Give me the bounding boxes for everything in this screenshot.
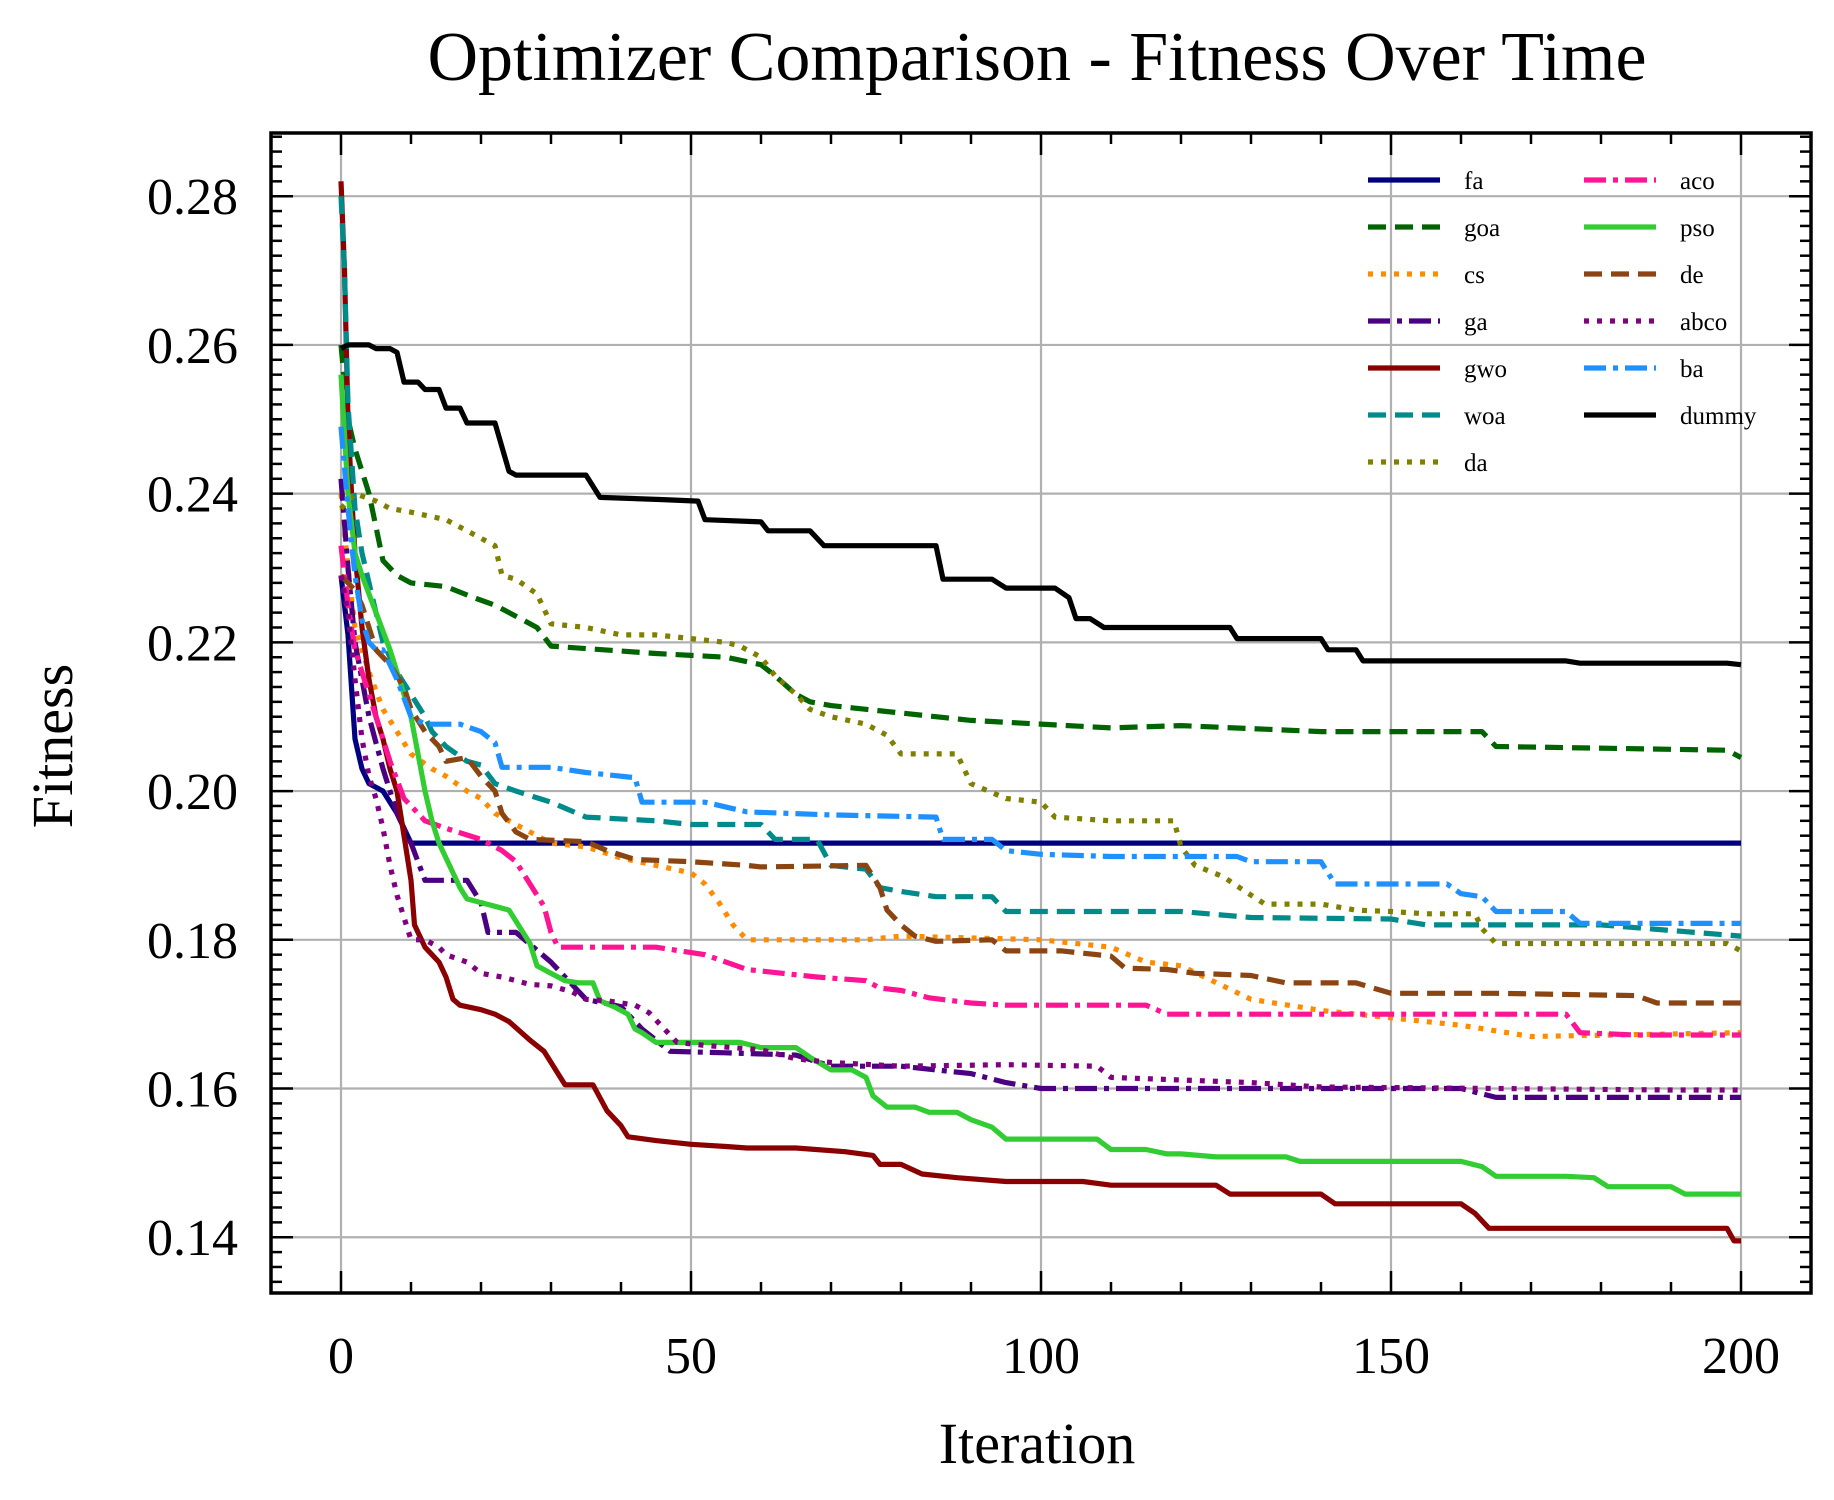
tick-labels: 0 50 100 150 200 0.14 0.16 0.18 0.20 0.22 0.24 0.26… xyxy=(147,169,1780,1385)
x-tick-label: 50 xyxy=(665,1328,717,1385)
series-line-cs xyxy=(338,493,1742,1040)
series-line-da xyxy=(339,491,1743,954)
series-line-aco xyxy=(338,545,1741,1038)
legend-label-ba: ba xyxy=(1680,356,1704,383)
axis-ticks xyxy=(269,133,1813,1293)
x-tick-label: 0 xyxy=(328,1328,354,1385)
series-line-woa xyxy=(338,196,1742,939)
y-tick-label: 0.24 xyxy=(147,467,238,524)
series-line-de xyxy=(339,573,1741,1006)
chart-title: Optimizer Comparison - Fitness Over Time xyxy=(427,19,1646,96)
legend-label-aco: aco xyxy=(1680,168,1715,195)
y-tick-label: 0.18 xyxy=(147,913,238,970)
legend-label-da: da xyxy=(1464,450,1488,477)
y-tick-label: 0.16 xyxy=(147,1062,238,1119)
series-line-pso xyxy=(338,374,1741,1197)
series-lines xyxy=(338,181,1743,1244)
legend-label-pso: pso xyxy=(1680,215,1715,242)
y-tick-label: 0.26 xyxy=(147,318,238,375)
series-line-goa xyxy=(338,344,1743,760)
legend-label-abco: abco xyxy=(1680,309,1727,336)
y-tick-label: 0.28 xyxy=(147,169,238,226)
x-tick-label: 200 xyxy=(1702,1328,1780,1385)
legend-label-gwo: gwo xyxy=(1464,356,1507,383)
series-line-abco xyxy=(338,574,1741,1093)
legend-label-ga: ga xyxy=(1464,309,1488,336)
y-tick-label: 0.14 xyxy=(147,1210,238,1267)
legend-label-woa: woa xyxy=(1464,403,1506,430)
series-line-ba xyxy=(338,426,1741,926)
series-line-dummy xyxy=(339,342,1742,668)
y-axis-label: Fitness xyxy=(20,664,85,828)
y-tick-label: 0.20 xyxy=(147,764,238,821)
y-tick-label: 0.22 xyxy=(147,615,238,672)
x-tick-label: 150 xyxy=(1352,1328,1430,1385)
grid xyxy=(271,133,1811,1293)
legend-label-cs: cs xyxy=(1464,262,1485,289)
legend: fa goa cs ga gwo woa da aco pso de abco ba dummy xyxy=(1368,168,1757,477)
legend-label-de: de xyxy=(1680,262,1704,289)
legend-label-fa: fa xyxy=(1464,168,1483,195)
x-tick-label: 100 xyxy=(1002,1328,1080,1385)
legend-label-goa: goa xyxy=(1464,215,1500,242)
series-line-ga xyxy=(338,478,1741,1100)
legend-label-dummy: dummy xyxy=(1680,403,1757,430)
x-axis-label: Iteration xyxy=(939,1411,1135,1476)
series-line-gwo xyxy=(338,181,1741,1244)
